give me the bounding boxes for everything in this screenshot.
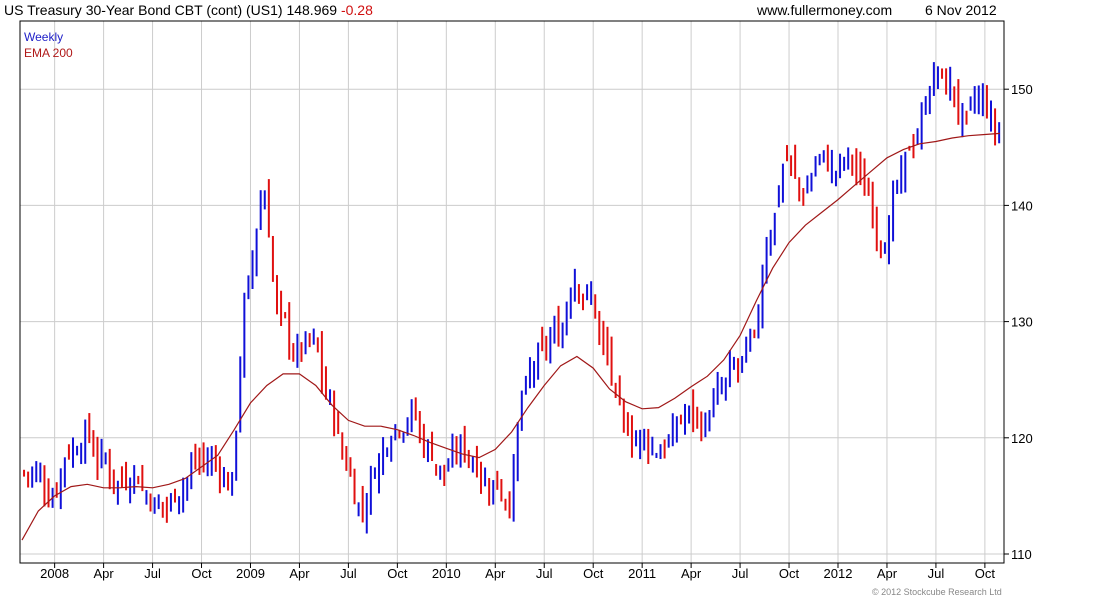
instrument-name: US Treasury 30-Year Bond CBT (cont) (US1… xyxy=(4,2,283,18)
gridlines xyxy=(20,21,1004,563)
x-tick-label: Jul xyxy=(536,566,553,581)
x-tick-label: Oct xyxy=(975,566,996,581)
source-link[interactable]: www.fullermoney.com xyxy=(757,2,893,18)
x-tick-label: Jul xyxy=(340,566,357,581)
y-tick-label: 120 xyxy=(1011,431,1033,446)
chart-date: 6 Nov 2012 xyxy=(925,2,997,18)
x-axis: 2008 Apr Jul Oct 2009 Apr Jul Oct 2010 Apr Jul Oct 2… xyxy=(40,563,995,581)
legend-ema: EMA 200 xyxy=(24,46,73,60)
x-tick-label: Oct xyxy=(779,566,800,581)
x-tick-label: Oct xyxy=(387,566,408,581)
x-tick-label: Apr xyxy=(93,566,114,581)
y-tick-label: 140 xyxy=(1011,198,1033,213)
y-axis: 110 120 130 140 150 xyxy=(1004,82,1033,562)
price-change: -0.28 xyxy=(340,2,373,18)
x-tick-label: 2011 xyxy=(628,566,656,581)
x-tick-label: Apr xyxy=(485,566,506,581)
chart-title: US Treasury 30-Year Bond CBT (cont) (US1… xyxy=(4,2,373,18)
x-tick-label: Apr xyxy=(681,566,702,581)
x-tick-label: Jul xyxy=(928,566,945,581)
y-tick-label: 150 xyxy=(1011,82,1033,97)
copyright-notice: © 2012 Stockcube Research Ltd xyxy=(872,587,1002,597)
x-tick-label: Jul xyxy=(732,566,749,581)
last-price: 148.969 xyxy=(286,2,338,18)
x-tick-label: 2009 xyxy=(236,566,265,581)
x-tick-label: Oct xyxy=(583,566,604,581)
ema-line xyxy=(21,132,1001,541)
x-tick-label: 2008 xyxy=(40,566,69,581)
legend-weekly: Weekly xyxy=(24,30,64,44)
y-tick-label: 110 xyxy=(1011,547,1032,562)
x-tick-label: Apr xyxy=(289,566,310,581)
x-tick-label: Oct xyxy=(191,566,212,581)
x-tick-label: Jul xyxy=(144,566,161,581)
y-tick-label: 130 xyxy=(1011,315,1033,330)
plot-frame xyxy=(19,20,1005,564)
price-bars xyxy=(23,62,1001,534)
x-tick-label: 2012 xyxy=(824,566,853,581)
x-tick-label: 2010 xyxy=(432,566,461,581)
x-tick-label: Apr xyxy=(877,566,898,581)
